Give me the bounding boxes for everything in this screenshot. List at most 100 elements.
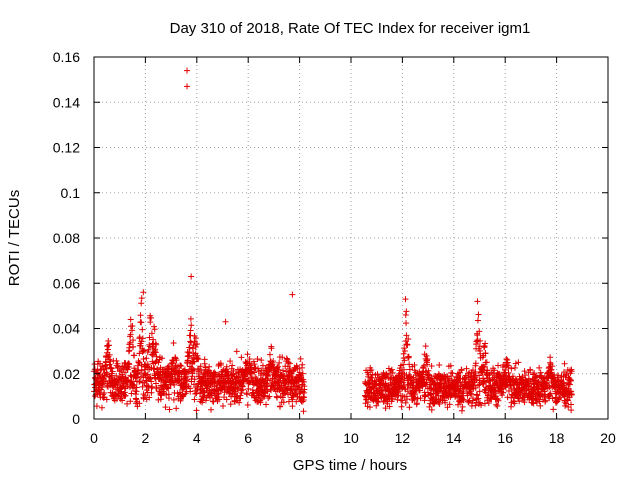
- data-point: [151, 323, 158, 330]
- data-point: [505, 364, 512, 371]
- data-point: [366, 404, 373, 411]
- data-point: [259, 362, 266, 369]
- x-tick-label: 10: [343, 430, 359, 446]
- data-point: [529, 393, 536, 400]
- data-point: [556, 395, 563, 402]
- data-point: [404, 382, 411, 389]
- data-point: [136, 378, 143, 385]
- data-point: [460, 388, 467, 395]
- data-point: [138, 295, 145, 302]
- data-point: [148, 330, 155, 337]
- data-point: [401, 345, 408, 352]
- data-point: [263, 401, 270, 408]
- data-point: [190, 366, 197, 373]
- data-point: [285, 359, 292, 366]
- data-point: [278, 372, 285, 379]
- data-point: [472, 360, 479, 367]
- data-point: [511, 364, 518, 371]
- data-point: [242, 372, 249, 379]
- data-point: [137, 312, 144, 319]
- data-point: [508, 365, 515, 372]
- data-point: [421, 362, 428, 369]
- data-point: [116, 368, 123, 375]
- data-point: [554, 372, 561, 379]
- data-point: [459, 403, 466, 410]
- data-point: [493, 401, 500, 408]
- data-point: [216, 396, 223, 403]
- data-point: [474, 298, 481, 305]
- data-point: [403, 308, 410, 315]
- data-point: [131, 383, 138, 390]
- data-point: [125, 360, 132, 367]
- data-point: [404, 342, 411, 349]
- data-point: [191, 367, 198, 374]
- data-point: [473, 376, 480, 383]
- data-point: [153, 341, 160, 348]
- data-point: [283, 368, 290, 375]
- data-point: [417, 395, 424, 402]
- data-point: [254, 355, 261, 362]
- data-point: [191, 396, 198, 403]
- data-point: [257, 399, 264, 406]
- data-point: [186, 344, 193, 351]
- data-point: [126, 361, 133, 368]
- data-point: [238, 390, 245, 397]
- data-point: [424, 356, 431, 363]
- data-point: [270, 383, 277, 390]
- data-point: [99, 363, 106, 370]
- data-point: [436, 401, 443, 408]
- data-point: [458, 407, 465, 414]
- y-tick-label: 0: [72, 411, 80, 427]
- data-point: [128, 390, 135, 397]
- data-point: [370, 385, 377, 392]
- data-point: [515, 359, 522, 366]
- data-point: [405, 336, 412, 343]
- data-point: [98, 404, 105, 411]
- data-point: [108, 365, 115, 372]
- data-point: [122, 369, 129, 376]
- data-point: [378, 378, 385, 385]
- data-point: [397, 365, 404, 372]
- data-point: [266, 393, 273, 400]
- data-point: [142, 392, 149, 399]
- data-point: [136, 350, 143, 357]
- data-point: [138, 300, 145, 307]
- data-point: [131, 352, 138, 359]
- data-point: [250, 389, 257, 396]
- data-point: [416, 387, 423, 394]
- data-point: [265, 373, 272, 380]
- data-point: [398, 403, 405, 410]
- data-point: [487, 394, 494, 401]
- data-point: [280, 367, 287, 374]
- data-point: [403, 396, 410, 403]
- data-point: [146, 334, 153, 341]
- data-point: [299, 361, 306, 368]
- data-point: [300, 408, 307, 415]
- data-point: [542, 397, 549, 404]
- data-point: [162, 404, 169, 411]
- data-point: [426, 372, 433, 379]
- data-point: [217, 362, 224, 369]
- data-point: [561, 360, 568, 367]
- data-point: [170, 339, 177, 346]
- data-point: [402, 296, 409, 303]
- data-point: [227, 358, 234, 365]
- data-point: [567, 377, 574, 384]
- data-point: [113, 357, 120, 364]
- data-point: [472, 362, 479, 369]
- data-point: [286, 360, 293, 367]
- data-point: [258, 367, 265, 374]
- data-point: [388, 366, 395, 373]
- data-point: [207, 406, 214, 413]
- data-point: [138, 319, 145, 326]
- x-tick-label: 20: [600, 430, 616, 446]
- data-point: [403, 332, 410, 339]
- data-point: [475, 311, 482, 318]
- data-point: [170, 396, 177, 403]
- data-point: [178, 371, 185, 378]
- data-point: [148, 378, 155, 385]
- data-point: [183, 376, 190, 383]
- data-point: [147, 319, 154, 326]
- data-point: [189, 345, 196, 352]
- y-tick-labels: 0 0.02 0.04 0.06 0.08 0.1 0.12 0.14 0.16: [53, 49, 80, 427]
